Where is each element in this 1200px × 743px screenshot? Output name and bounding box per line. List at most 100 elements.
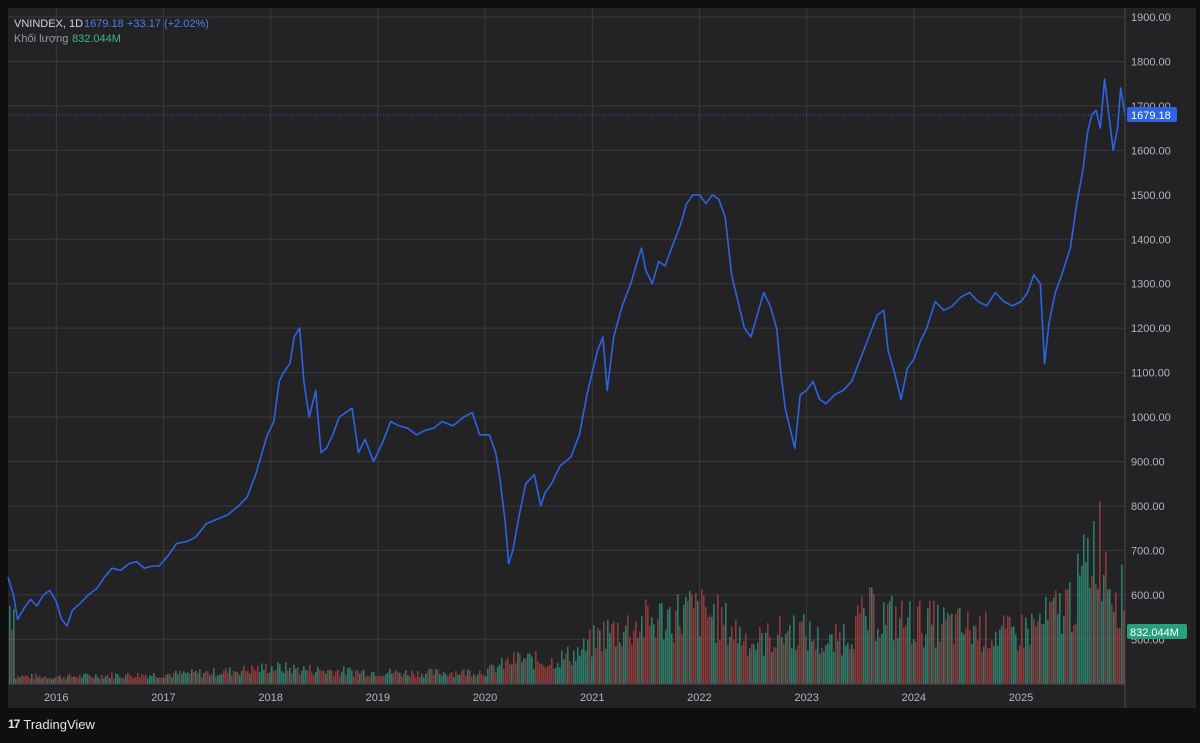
volume-bar <box>119 677 121 684</box>
volume-bar <box>23 676 25 684</box>
volume-bar <box>261 663 263 684</box>
volume-bar <box>205 671 207 684</box>
price-tag: 1679.18 <box>1127 107 1177 122</box>
volume-bar <box>775 647 777 684</box>
volume-bar <box>109 677 111 684</box>
volume-bar <box>199 669 201 684</box>
volume-bar <box>157 677 159 684</box>
volume-bar <box>651 617 653 684</box>
grid <box>8 8 1125 684</box>
volume-bar <box>1031 613 1033 684</box>
volume-bar <box>989 648 991 684</box>
legend-volume-value: 832.044M <box>72 33 121 45</box>
legend-change: +33.17 (+2.02%) <box>127 18 209 30</box>
volume-bar <box>687 600 689 684</box>
volume-bar <box>731 626 733 684</box>
volume-bar <box>1057 613 1059 684</box>
volume-bar <box>805 636 807 684</box>
volume-bar <box>1061 633 1063 684</box>
volume-bar <box>193 671 195 684</box>
volume-bar <box>257 665 259 684</box>
volume-bar <box>371 672 373 684</box>
volume-bar <box>167 674 169 684</box>
volume-bar <box>539 663 541 684</box>
volume-bar <box>863 607 865 684</box>
volume-bar <box>347 667 349 684</box>
price-tag-label: 1679.18 <box>1131 110 1171 122</box>
volume-bar <box>641 616 643 684</box>
volume-bar <box>575 660 577 684</box>
volume-bar <box>519 653 521 684</box>
y-tick-label: 800.00 <box>1131 501 1165 513</box>
y-tick-label: 700.00 <box>1131 545 1165 557</box>
volume-bar <box>423 677 425 684</box>
volume-bar <box>1113 611 1115 684</box>
volume-bar <box>443 671 445 684</box>
volume-bar <box>1009 617 1011 684</box>
volume-bar <box>507 657 509 684</box>
branding-name: TradingView <box>23 716 95 732</box>
volume-bar <box>331 670 333 684</box>
volume-bar <box>317 666 319 684</box>
volume-bar <box>923 647 925 684</box>
volume-bar <box>409 676 411 684</box>
volume-bar <box>1123 610 1125 684</box>
volume-bar <box>37 677 39 684</box>
volume-bar <box>125 674 127 684</box>
volume-bar <box>171 677 173 684</box>
volume-bar <box>629 636 631 684</box>
volume-bar <box>591 656 593 684</box>
time-axis[interactable]: 2016 2017 2018 2019 2020 2021 2022 2023 2024 2025 <box>44 692 1033 704</box>
volume-bar <box>1051 600 1053 684</box>
price-axis[interactable]: 1900.001800.001700.001600.001500.001400.… <box>1131 12 1171 646</box>
volume-bar <box>755 650 757 684</box>
volume-bar <box>1063 615 1065 684</box>
volume-bar <box>73 676 75 684</box>
volume-bar <box>853 649 855 684</box>
volume-bar <box>941 624 943 684</box>
volume-bar <box>17 675 19 684</box>
volume-bar <box>685 596 687 684</box>
volume-bar <box>53 678 55 684</box>
branding[interactable]: 17 TradingView <box>8 716 95 732</box>
volume-tag: 832.044M <box>1127 624 1187 639</box>
volume-bar <box>127 672 129 684</box>
volume-bar <box>1045 596 1047 684</box>
volume-bar <box>47 678 49 684</box>
volume-bar <box>303 666 305 684</box>
volume-bar <box>219 674 221 684</box>
volume-bar <box>1085 561 1087 684</box>
legend-volume-label[interactable]: Khối lượng <box>14 33 68 45</box>
volume-bar <box>155 676 157 684</box>
volume-bar <box>27 676 29 684</box>
volume-bar <box>867 629 869 684</box>
volume-bar <box>917 606 919 684</box>
volume-bar <box>771 652 773 684</box>
volume-bar <box>41 678 43 684</box>
volume-bar <box>43 677 45 684</box>
y-tick-label: 1600.00 <box>1131 145 1171 157</box>
volume-bar <box>427 670 429 684</box>
volume-bar <box>639 631 641 684</box>
legend-symbol[interactable]: VNINDEX, 1D <box>14 18 83 30</box>
volume-bar <box>259 671 261 684</box>
volume-bar <box>595 648 597 684</box>
volume-bar <box>683 604 685 684</box>
x-tick-label: 2021 <box>580 692 604 704</box>
volume-bar <box>997 645 999 684</box>
volume-bar <box>849 648 851 684</box>
volume-bar <box>239 675 241 684</box>
price-line[interactable] <box>7 78 1126 627</box>
volume-bar <box>869 587 871 684</box>
volume-bar <box>209 675 211 684</box>
volume-bar <box>163 678 165 684</box>
volume-bar <box>509 664 511 684</box>
volume-bar <box>311 672 313 684</box>
volume-bar <box>501 658 503 684</box>
volume-bar <box>137 672 139 684</box>
volume-bar <box>45 676 47 684</box>
volume-bar <box>605 648 607 684</box>
y-tick-label: 1900.00 <box>1131 12 1171 24</box>
